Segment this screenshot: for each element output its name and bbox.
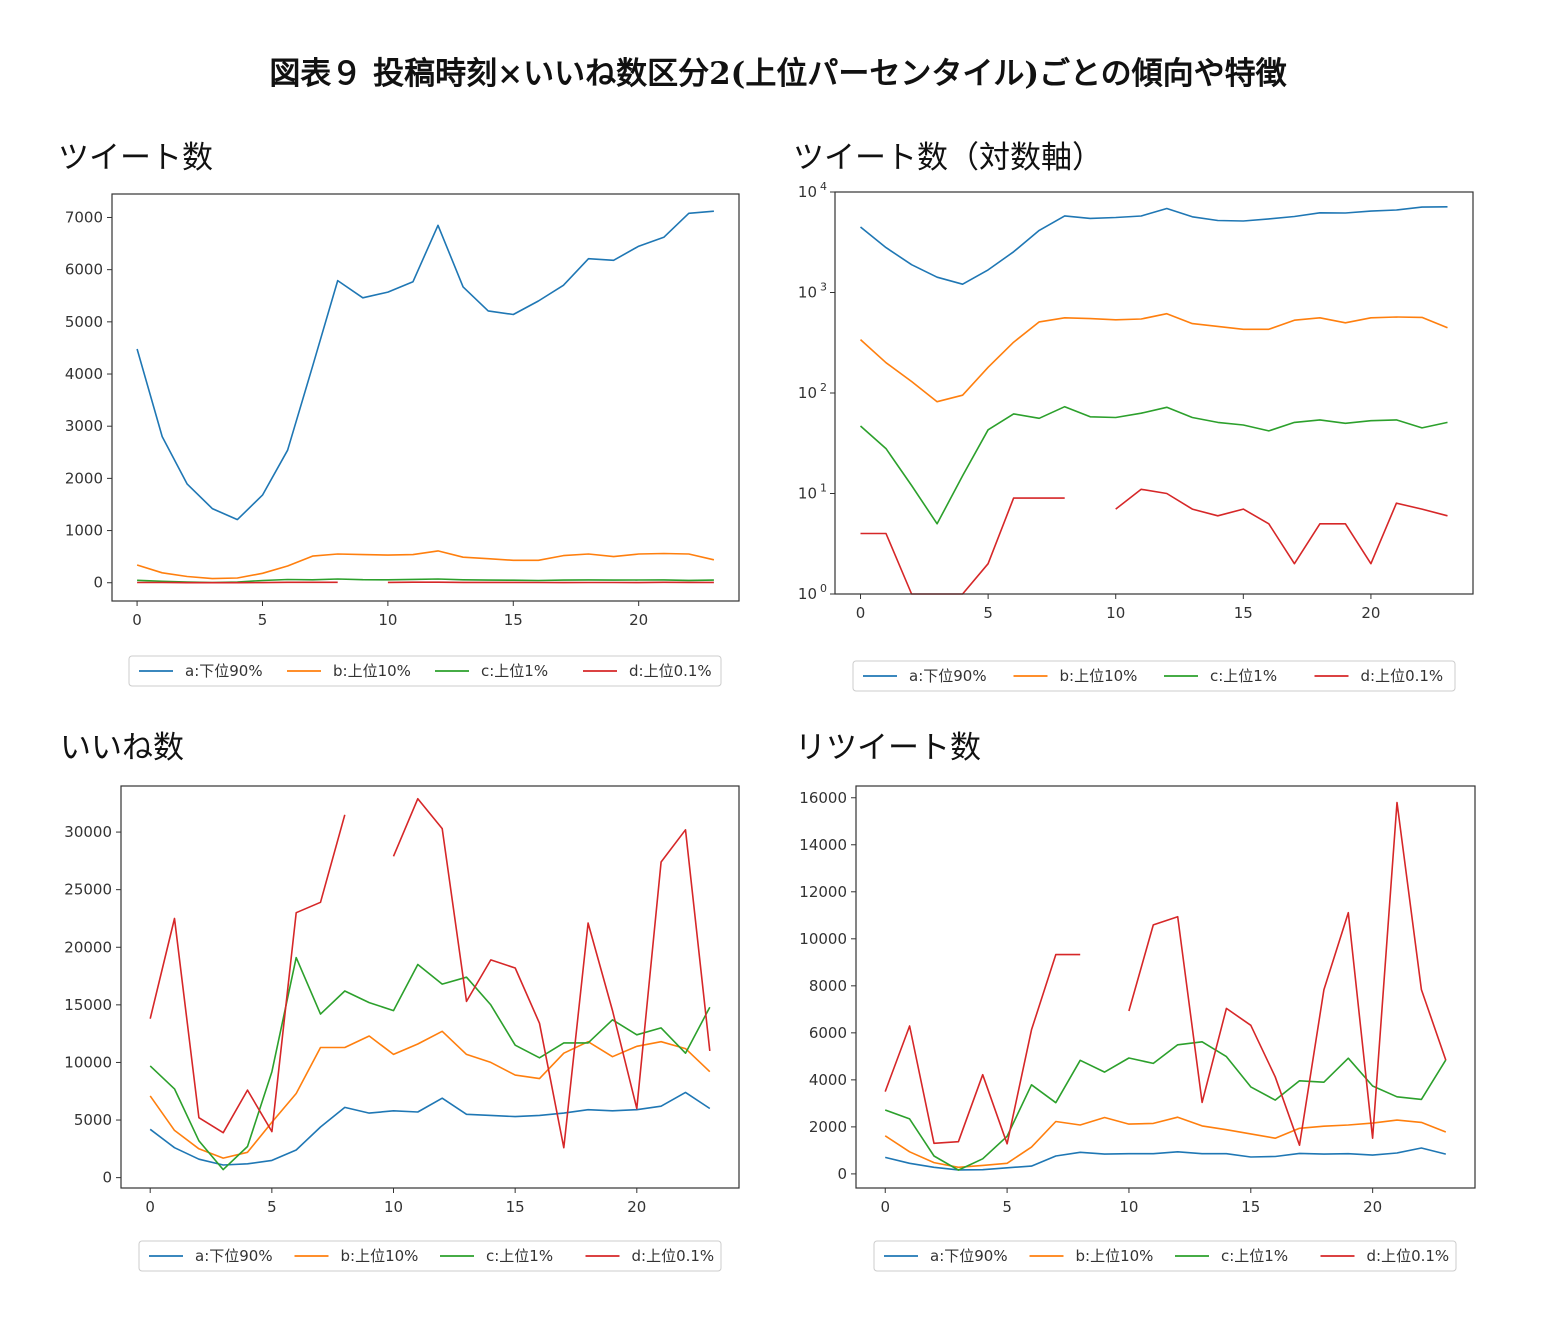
y-tick-label: 12000: [799, 883, 847, 901]
x-tick-label: 20: [1363, 1198, 1382, 1216]
x-tick-label: 5: [258, 611, 268, 629]
legend-label-c: c:上位1%: [1210, 667, 1277, 685]
y-tick-label: 0: [93, 574, 103, 592]
y-tick-label: 15000: [64, 996, 112, 1014]
legend-label-a: a:下位90%: [195, 1247, 273, 1265]
series-line-d: [150, 815, 345, 1133]
y-tick-label: 10: [798, 384, 817, 402]
main-title: 図表９ 投稿時刻×いいね数区分2(上位パーセンタイル)ごとの傾向や特徴: [0, 48, 1556, 93]
y-tick-exponent: 4: [820, 180, 827, 193]
y-tick-label: 6000: [65, 261, 103, 279]
y-tick-label: 20000: [64, 938, 112, 956]
y-tick-label: 4000: [809, 1071, 847, 1089]
y-tick-label: 5000: [65, 313, 103, 331]
series-line-a: [137, 211, 714, 519]
series-line-d: [394, 799, 710, 1148]
chart-retweets: 0 5 10 15 20 0 2000 4000 6000 8000 10000 12000 14000…: [780, 770, 1550, 1330]
plot-frame: [856, 786, 1475, 1188]
series-line-d: [1129, 803, 1446, 1146]
y-tick-label: 10: [798, 485, 817, 503]
y-tick-label: 10: [798, 585, 817, 603]
y-tick-label: 2000: [65, 469, 103, 487]
y-tick-exponent: 3: [820, 281, 827, 294]
x-tick-label: 15: [506, 1198, 525, 1216]
legend-label-a: a:下位90%: [185, 662, 263, 680]
legend-label-d: d:上位0.1%: [629, 662, 712, 680]
legend-label-d: d:上位0.1%: [1367, 1247, 1450, 1265]
x-tick-label: 15: [1241, 1198, 1260, 1216]
y-tick-exponent: 1: [820, 482, 827, 495]
series-line-a: [150, 1092, 710, 1165]
x-tick-label: 20: [1361, 604, 1380, 622]
y-tick-label: 1000: [65, 522, 103, 540]
legend-label-b: b:上位10%: [1076, 1247, 1154, 1265]
x-tick-label: 0: [132, 611, 142, 629]
x-tick-label: 0: [856, 604, 866, 622]
y-tick-label: 3000: [65, 417, 103, 435]
x-tick-label: 20: [627, 1198, 646, 1216]
y-tick-label: 7000: [65, 208, 103, 226]
y-tick-label: 14000: [799, 836, 847, 854]
x-tick-label: 20: [629, 611, 648, 629]
y-tick-label: 10000: [64, 1053, 112, 1071]
legend-label-b: b:上位10%: [1060, 667, 1138, 685]
chart-likes: 0 5 10 15 20 0 5000 10000 15000 20000 25000 30000 a:…: [0, 770, 760, 1330]
series-line-a: [861, 207, 1448, 284]
y-tick-label: 10: [798, 183, 817, 201]
x-tick-label: 5: [1002, 1198, 1012, 1216]
y-tick-label: 0: [102, 1169, 112, 1187]
legend-label-c: c:上位1%: [1221, 1247, 1288, 1265]
panel-title-tweets: ツイート数: [58, 132, 213, 177]
y-tick-label: 30000: [64, 823, 112, 841]
x-tick-label: 5: [983, 604, 993, 622]
y-tick-label: 10: [798, 284, 817, 302]
y-tick-label: 5000: [74, 1111, 112, 1129]
series-line-b: [137, 551, 714, 579]
legend-label-b: b:上位10%: [341, 1247, 419, 1265]
y-tick-label: 2000: [809, 1118, 847, 1136]
legend-label-d: d:上位0.1%: [632, 1247, 715, 1265]
legend-label-b: b:上位10%: [333, 662, 411, 680]
y-tick-exponent: 0: [820, 582, 827, 595]
legend-label-a: a:下位90%: [930, 1247, 1008, 1265]
y-tick-label: 4000: [65, 365, 103, 383]
series-line-b: [150, 1031, 710, 1158]
series-line-d: [1116, 489, 1448, 563]
x-tick-label: 5: [267, 1198, 277, 1216]
y-tick-label: 10000: [799, 930, 847, 948]
x-tick-label: 15: [1234, 604, 1253, 622]
x-tick-label: 0: [880, 1198, 890, 1216]
series-line-d: [861, 498, 1065, 594]
series-line-c: [861, 407, 1448, 524]
x-tick-label: 15: [504, 611, 523, 629]
series-line-b: [885, 1117, 1446, 1167]
y-tick-label: 16000: [799, 789, 847, 807]
y-tick-exponent: 2: [820, 381, 827, 394]
y-tick-label: 25000: [64, 881, 112, 899]
legend-label-c: c:上位1%: [486, 1247, 553, 1265]
y-tick-label: 0: [837, 1165, 847, 1183]
x-tick-label: 10: [1119, 1198, 1138, 1216]
plot-frame: [835, 192, 1473, 594]
series-line-d: [885, 955, 1080, 1144]
legend-label-d: d:上位0.1%: [1361, 667, 1444, 685]
x-tick-label: 10: [384, 1198, 403, 1216]
panel-title-tweets-log: ツイート数（対数軸）: [793, 132, 1103, 177]
series-line-b: [861, 314, 1448, 402]
legend-label-a: a:下位90%: [909, 667, 987, 685]
y-tick-label: 8000: [809, 977, 847, 995]
x-tick-label: 10: [378, 611, 397, 629]
x-tick-label: 10: [1106, 604, 1125, 622]
y-tick-label: 6000: [809, 1024, 847, 1042]
x-tick-label: 0: [145, 1198, 155, 1216]
series-line-c: [885, 1042, 1446, 1170]
legend-label-c: c:上位1%: [481, 662, 548, 680]
